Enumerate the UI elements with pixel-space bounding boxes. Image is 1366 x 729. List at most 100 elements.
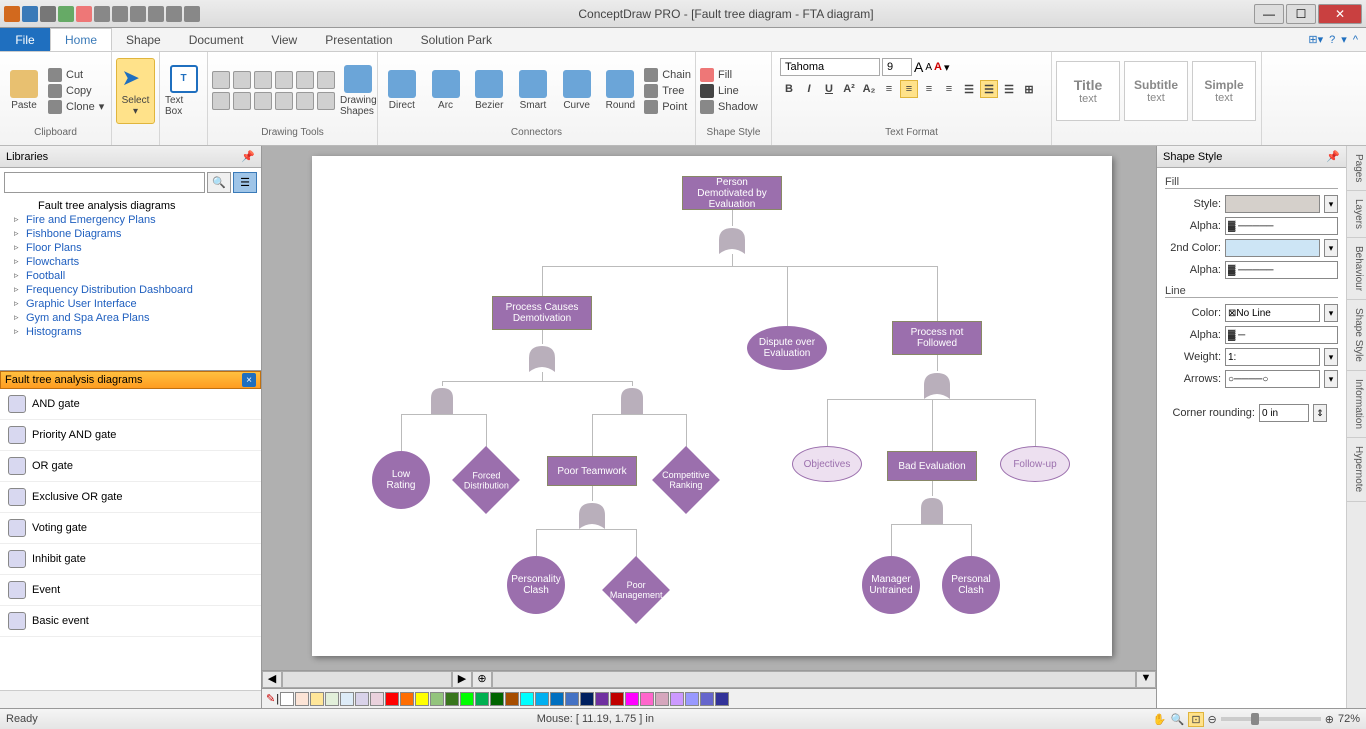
right-tab[interactable]: Behaviour [1347, 238, 1366, 300]
search-button[interactable]: 🔍 [207, 172, 231, 193]
drawing-tools-grid[interactable] [212, 71, 335, 110]
tree-item[interactable]: Football [4, 269, 257, 283]
textbox-tool[interactable]: TText Box [164, 58, 203, 124]
tab-view[interactable]: View [257, 28, 311, 51]
diagram-node[interactable]: Low Rating [372, 451, 430, 509]
arrows-select[interactable]: ○────○ [1225, 370, 1320, 388]
color-swatch[interactable] [310, 692, 324, 706]
diagram-node[interactable]: Competitive Ranking [652, 446, 720, 514]
connector-curve[interactable]: Curve [557, 58, 597, 124]
line-alpha-slider[interactable]: ▓ ─ [1225, 326, 1338, 344]
color-swatch[interactable] [415, 692, 429, 706]
color-swatch[interactable] [325, 692, 339, 706]
fill-button[interactable]: Fill [700, 68, 758, 82]
close-shapes-button[interactable]: × [242, 373, 256, 387]
tree-item[interactable]: Fire and Emergency Plans [4, 213, 257, 227]
fill-alpha-slider[interactable]: ▓ ───── [1225, 217, 1338, 235]
diagram-node[interactable] [922, 371, 952, 399]
connector-smart[interactable]: Smart [513, 58, 553, 124]
connector-arc[interactable]: Arc [426, 58, 466, 124]
size-select[interactable]: 9 [882, 58, 912, 76]
paste-button[interactable]: Paste [4, 58, 44, 124]
collapse-icon[interactable]: ^ [1353, 34, 1358, 46]
file-menu[interactable]: File [0, 28, 50, 51]
diagram-node[interactable] [527, 344, 557, 372]
right-tab[interactable]: Shape Style [1347, 300, 1366, 371]
color-bar[interactable]: ✎| [262, 688, 1156, 708]
diagram-node[interactable]: Person Demotivated by Evaluation [682, 176, 782, 210]
tab-solution-park[interactable]: Solution Park [407, 28, 506, 51]
maximize-button[interactable]: ☐ [1286, 4, 1316, 24]
shape-item[interactable]: Exclusive OR gate [0, 482, 261, 513]
color-swatch[interactable] [685, 692, 699, 706]
diagram-node[interactable]: Dispute over Evaluation [747, 326, 827, 370]
tab-home[interactable]: Home [50, 28, 112, 51]
color-swatch[interactable] [670, 692, 684, 706]
tree-item[interactable]: Frequency Distribution Dashboard [4, 283, 257, 297]
color-swatch[interactable] [295, 692, 309, 706]
color-swatch[interactable] [490, 692, 504, 706]
select-tool[interactable]: ➤Select▾ [116, 58, 155, 124]
diagram-node[interactable]: Process Causes Demotivation [492, 296, 592, 330]
color-swatch[interactable] [565, 692, 579, 706]
connector-round[interactable]: Round [601, 58, 641, 124]
shape-item[interactable]: Inhibit gate [0, 544, 261, 575]
tree-item[interactable]: Fishbone Diagrams [4, 227, 257, 241]
color-swatch[interactable] [655, 692, 669, 706]
tree-item[interactable]: Gym and Spa Area Plans [4, 311, 257, 325]
diagram-node[interactable]: Forced Distribution [452, 446, 520, 514]
color-swatch[interactable] [700, 692, 714, 706]
tree-item[interactable]: Fault tree analysis diagrams [4, 199, 257, 213]
diagram-node[interactable]: Manager Untrained [862, 556, 920, 614]
tree-view-button[interactable]: ☰ [233, 172, 257, 193]
color-swatch[interactable] [625, 692, 639, 706]
color2-alpha-slider[interactable]: ▓ ───── [1225, 261, 1338, 279]
minimize-button[interactable]: — [1254, 4, 1284, 24]
shape-list[interactable]: AND gatePriority AND gateOR gateExclusiv… [0, 389, 261, 690]
color-swatch[interactable] [400, 692, 414, 706]
shadow-button[interactable]: Shadow [700, 100, 758, 114]
tree-item[interactable]: Floor Plans [4, 241, 257, 255]
pin-icon[interactable]: 📌 [1326, 150, 1340, 163]
tree-item[interactable]: Graphic User Interface [4, 297, 257, 311]
fill-style-select[interactable] [1225, 195, 1320, 213]
corner-input[interactable]: 0 in [1259, 404, 1309, 422]
diagram-node[interactable]: Process not Followed [892, 321, 982, 355]
color-swatch[interactable] [595, 692, 609, 706]
diagram-node[interactable]: Personality Clash [507, 556, 565, 614]
color-swatch[interactable] [445, 692, 459, 706]
shape-item[interactable]: Voting gate [0, 513, 261, 544]
color-swatch[interactable] [550, 692, 564, 706]
diagram-node[interactable] [617, 386, 647, 414]
color-swatch[interactable] [370, 692, 384, 706]
right-tabs[interactable]: PagesLayersBehaviourShape StyleInformati… [1346, 146, 1366, 708]
clone-button[interactable]: Clone ▾ [48, 100, 104, 114]
right-tab[interactable]: Information [1347, 371, 1366, 438]
color-swatch[interactable] [610, 692, 624, 706]
canvas-hscroll[interactable]: ◀▶ ⊕▼ [262, 670, 1156, 688]
color-swatch[interactable] [430, 692, 444, 706]
chevron-down-icon[interactable]: ▾ [1341, 33, 1347, 46]
font-select[interactable]: Tahoma [780, 58, 880, 76]
diagram-node[interactable]: Bad Evaluation [887, 451, 977, 481]
text-style-0[interactable]: Titletext [1056, 61, 1120, 121]
diagram-node[interactable] [717, 226, 747, 254]
right-tab[interactable]: Layers [1347, 191, 1366, 238]
color-swatch[interactable] [505, 692, 519, 706]
color-swatch[interactable] [355, 692, 369, 706]
shape-item[interactable]: AND gate [0, 389, 261, 420]
cut-button[interactable]: Cut [48, 68, 104, 82]
diagram-node[interactable]: Objectives [792, 446, 862, 482]
line-color-select[interactable]: ⊠ No Line [1225, 304, 1320, 322]
color-swatch[interactable] [475, 692, 489, 706]
text-style-2[interactable]: Simpletext [1192, 61, 1256, 121]
color-swatch[interactable] [340, 692, 354, 706]
copy-button[interactable]: Copy [48, 84, 104, 98]
shape-item[interactable]: Priority AND gate [0, 420, 261, 451]
diagram-node[interactable]: Personal Clash [942, 556, 1000, 614]
left-scrollbar[interactable] [0, 690, 261, 708]
pin-icon[interactable]: 📌 [241, 150, 255, 163]
diagram-node[interactable]: Follow-up [1000, 446, 1070, 482]
close-button[interactable]: ✕ [1318, 4, 1362, 24]
window-icon[interactable]: ⊞▾ [1308, 33, 1323, 46]
